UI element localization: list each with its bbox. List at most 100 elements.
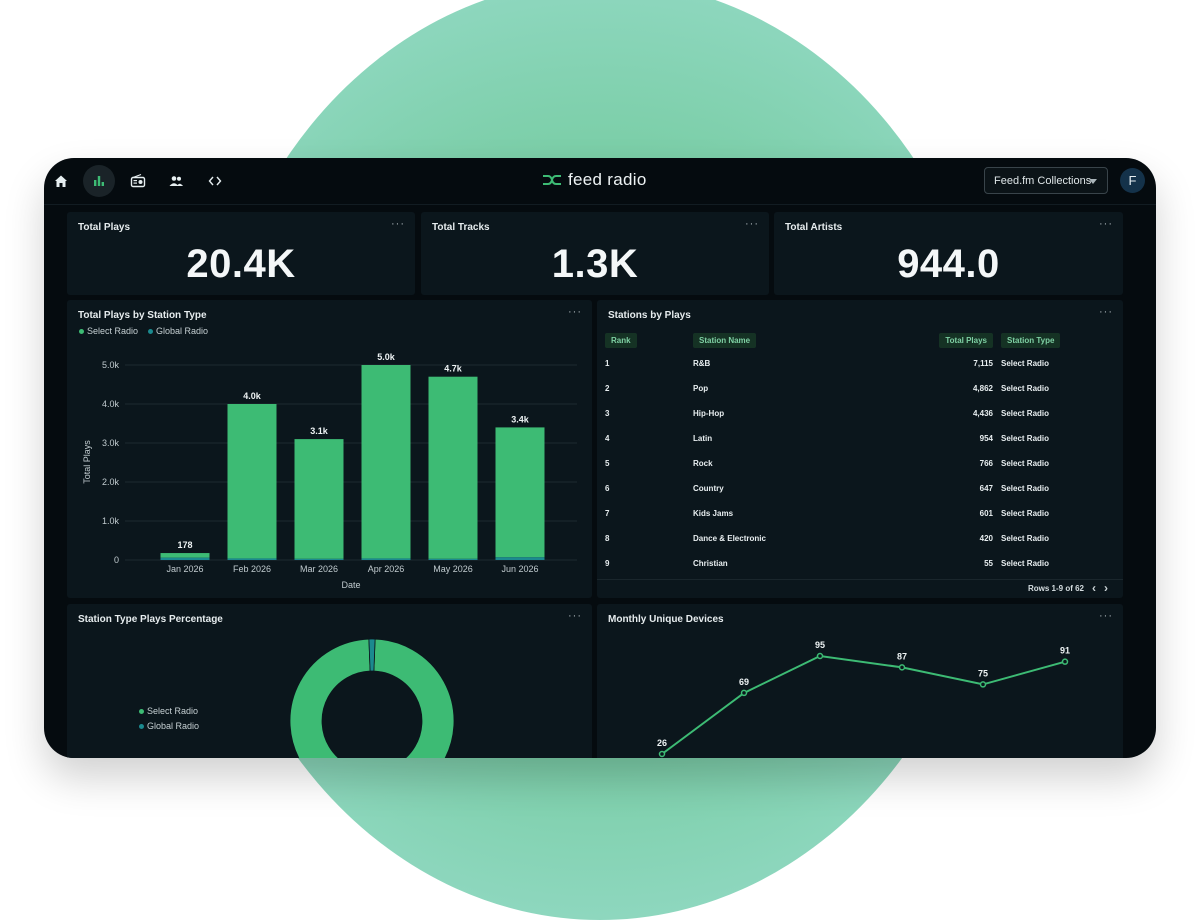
kpi-card-total-tracks: Total Tracks ··· 1.3K xyxy=(421,212,769,295)
cell-rank: 2 xyxy=(605,384,610,393)
bar-data-label: 4.0k xyxy=(243,391,262,401)
bar-select-radio[interactable] xyxy=(361,365,411,559)
bar-global-radio[interactable] xyxy=(428,558,478,560)
cell-station-name: Rock xyxy=(693,459,713,468)
card-title: Total Artists xyxy=(785,222,843,233)
bar-global-radio[interactable] xyxy=(227,558,277,560)
y-tick-label: 1.0k xyxy=(102,516,120,526)
line-point[interactable] xyxy=(1061,658,1069,665)
bar-select-radio[interactable] xyxy=(495,427,545,558)
home-icon[interactable] xyxy=(45,165,77,197)
legend-item-global-radio[interactable]: Global Radio xyxy=(148,326,208,336)
table-row[interactable]: 4 Latin 954 Select Radio xyxy=(605,426,1105,451)
table-row[interactable]: 9 Christian 55 Select Radio xyxy=(605,551,1105,576)
cell-rank: 7 xyxy=(605,509,610,518)
bar-select-radio[interactable] xyxy=(294,439,344,559)
legend-label: Global Radio xyxy=(147,721,200,731)
cell-station-name: Country xyxy=(693,484,724,493)
stations-by-plays-card: Stations by Plays ··· Rank Station Name … xyxy=(597,300,1123,598)
cell-station-type: Select Radio xyxy=(1001,459,1050,468)
table-row[interactable]: 7 Kids Jams 601 Select Radio xyxy=(605,501,1105,526)
bar-data-label: 178 xyxy=(177,540,192,550)
table-row[interactable]: 5 Rock 766 Select Radio xyxy=(605,451,1105,476)
avatar[interactable]: F xyxy=(1120,168,1145,193)
collections-select[interactable]: Feed.fm Collections xyxy=(984,167,1108,194)
donut-slice-select-radio[interactable] xyxy=(289,638,455,758)
more-menu-icon[interactable]: ··· xyxy=(745,218,759,230)
legend-dot xyxy=(139,708,144,714)
line-data-label: 95 xyxy=(815,640,825,650)
bar-select-radio[interactable] xyxy=(428,376,478,559)
line-point[interactable] xyxy=(816,652,824,660)
stations-table-body: 1 R&B 7,115 Select Radio 2 Pop 4,862 Select Rad… xyxy=(605,351,1105,576)
more-menu-icon[interactable]: ··· xyxy=(1099,306,1113,318)
table-row[interactable]: 6 Country 647 Select Radio xyxy=(605,476,1105,501)
column-header-rank[interactable]: Rank xyxy=(605,329,693,351)
bar-chart: 0 1.0k 2.0k 3.0k 4.0k 5.0k Total Plays Date 178 J… xyxy=(82,352,577,590)
bar-global-radio[interactable] xyxy=(160,557,210,560)
column-header-station-name[interactable]: Station Name xyxy=(693,329,913,351)
x-axis-label: Date xyxy=(341,580,360,590)
brand-logo: feed radio xyxy=(542,170,647,190)
more-menu-icon[interactable]: ··· xyxy=(1099,610,1113,622)
donut-slice-global-radio[interactable] xyxy=(368,638,376,672)
bar-chart-icon[interactable] xyxy=(83,165,115,197)
line-point[interactable] xyxy=(658,750,666,758)
line-data-label: 91 xyxy=(1060,646,1070,656)
card-title: Total Tracks xyxy=(432,222,490,233)
bar-select-radio[interactable] xyxy=(160,553,210,558)
cell-rank: 4 xyxy=(605,434,610,443)
bar-data-label: 4.7k xyxy=(444,364,463,374)
line-data-label: 87 xyxy=(897,651,907,661)
cell-rank: 6 xyxy=(605,484,610,493)
radio-icon[interactable] xyxy=(122,165,154,197)
legend-dot xyxy=(148,328,154,334)
dashboard-window: feed radio Feed.fm Collections F Total P… xyxy=(44,158,1156,758)
line-data-label: 69 xyxy=(739,677,749,687)
bar-data-label: 3.1k xyxy=(310,426,329,436)
line-series xyxy=(661,654,1066,755)
table-row[interactable]: 8 Dance & Electronic 420 Select Radio xyxy=(605,526,1105,551)
bar-global-radio[interactable] xyxy=(294,558,344,560)
x-tick-label: Feb 2026 xyxy=(233,564,271,574)
cell-total-plays: 954 xyxy=(979,434,993,443)
legend-label: Select Radio xyxy=(87,326,139,336)
bar-global-radio[interactable] xyxy=(495,557,545,560)
legend-dot xyxy=(79,328,84,334)
table-row[interactable]: 3 Hip-Hop 4,436 Select Radio xyxy=(605,401,1105,426)
x-tick-label: May 2026 xyxy=(433,564,473,574)
more-menu-icon[interactable]: ··· xyxy=(391,218,405,230)
legend-dot xyxy=(139,723,144,729)
donut-legend: Select Radio Global Radio xyxy=(139,706,199,731)
column-header-station-type[interactable]: Station Type xyxy=(1001,329,1105,351)
x-tick-label: Jun 2026 xyxy=(501,564,538,574)
cell-station-name: Pop xyxy=(693,384,709,393)
more-menu-icon[interactable]: ··· xyxy=(1099,218,1113,230)
line-point[interactable] xyxy=(979,681,987,688)
kpi-card-total-plays: Total Plays ··· 20.4K xyxy=(67,212,415,295)
bar-select-radio[interactable] xyxy=(227,404,277,559)
cell-station-type: Select Radio xyxy=(1001,509,1050,518)
people-icon[interactable] xyxy=(160,165,192,197)
chevron-left-icon[interactable]: ‹ xyxy=(1092,581,1096,595)
chevron-right-icon[interactable]: › xyxy=(1104,581,1108,595)
table-row[interactable]: 1 R&B 7,115 Select Radio xyxy=(605,351,1105,376)
line-point[interactable] xyxy=(898,664,906,671)
table-row[interactable]: 2 Pop 4,862 Select Radio xyxy=(605,376,1105,401)
cell-total-plays: 55 xyxy=(984,559,993,568)
legend-item-select-radio[interactable]: Select Radio xyxy=(79,326,138,336)
cell-station-type: Select Radio xyxy=(1001,384,1050,393)
cell-station-name: Hip-Hop xyxy=(693,409,725,418)
code-icon[interactable] xyxy=(199,165,231,197)
kpi-value: 20.4K xyxy=(186,242,296,286)
legend-item-global-radio[interactable]: Global Radio xyxy=(139,721,199,731)
card-title: Stations by Plays xyxy=(608,310,691,321)
legend-item-select-radio[interactable]: Select Radio xyxy=(139,706,199,716)
line-data-label: 75 xyxy=(978,668,988,678)
bar-global-radio[interactable] xyxy=(361,558,411,560)
column-header-total-plays[interactable]: Total Plays xyxy=(913,329,1001,351)
cell-station-name: Latin xyxy=(693,434,713,443)
more-menu-icon[interactable]: ··· xyxy=(568,306,582,318)
more-menu-icon[interactable]: ··· xyxy=(568,610,582,622)
line-point[interactable] xyxy=(740,689,748,697)
